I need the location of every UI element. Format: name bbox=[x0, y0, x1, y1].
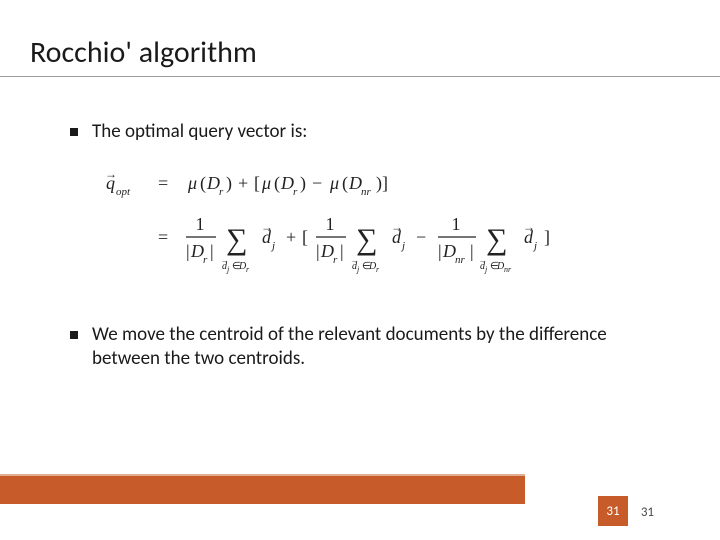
bullet-marker-icon bbox=[70, 331, 78, 339]
svg-text:nr: nr bbox=[455, 254, 466, 266]
svg-text:μ: μ bbox=[329, 173, 339, 193]
svg-text:r: r bbox=[203, 254, 208, 266]
footer-accent-bar bbox=[0, 476, 525, 504]
svg-text:→: → bbox=[391, 220, 403, 234]
svg-text:r: r bbox=[293, 186, 298, 198]
svg-text:→: → bbox=[261, 220, 273, 234]
slide-title: Rocchio' algorithm bbox=[30, 34, 257, 71]
svg-text:1: 1 bbox=[196, 214, 205, 234]
svg-text:μ: μ bbox=[261, 173, 271, 193]
svg-text:μ: μ bbox=[187, 173, 197, 193]
svg-text:D: D bbox=[280, 173, 294, 193]
title-underline bbox=[0, 76, 720, 77]
svg-text:|: | bbox=[186, 241, 190, 261]
svg-text:j: j bbox=[356, 265, 360, 274]
bullet-item: We move the centroid of the relevant doc… bbox=[70, 323, 660, 372]
svg-text:→: → bbox=[105, 167, 117, 181]
equation-block: q → opt = μ ( D r ) + [ μ ( D r ) − bbox=[96, 163, 660, 283]
svg-text:): ) bbox=[300, 173, 306, 194]
svg-text:r: r bbox=[333, 254, 338, 266]
svg-text:1: 1 bbox=[326, 214, 335, 234]
page-number: 31 bbox=[641, 505, 654, 520]
svg-text:−: − bbox=[416, 227, 426, 247]
svg-text:r: r bbox=[219, 186, 224, 198]
svg-text:D: D bbox=[348, 173, 362, 193]
svg-text:|: | bbox=[316, 241, 320, 261]
svg-text:→: → bbox=[523, 220, 535, 234]
svg-text:j: j bbox=[484, 265, 488, 274]
svg-text:(: ( bbox=[200, 173, 206, 194]
svg-text:D: D bbox=[190, 241, 204, 261]
svg-text:=: = bbox=[158, 173, 168, 193]
svg-text:D: D bbox=[206, 173, 220, 193]
svg-text:+: + bbox=[238, 173, 248, 193]
svg-text:→: → bbox=[221, 256, 229, 265]
svg-text:[: [ bbox=[302, 227, 308, 247]
bullet-text: The optimal query vector is: bbox=[92, 120, 660, 145]
svg-text:r: r bbox=[376, 265, 380, 274]
svg-text:D: D bbox=[442, 241, 456, 261]
svg-text:→: → bbox=[351, 256, 359, 265]
svg-text:j: j bbox=[226, 265, 230, 274]
equation-svg: q → opt = μ ( D r ) + [ μ ( D r ) − bbox=[96, 163, 636, 283]
slide: Rocchio' algorithm The optimal query vec… bbox=[0, 0, 720, 540]
bullet-item: The optimal query vector is: bbox=[70, 120, 660, 145]
svg-text:)]: )] bbox=[376, 173, 388, 194]
svg-text:1: 1 bbox=[452, 214, 461, 234]
page-number-box: 31 bbox=[598, 496, 628, 526]
bullet-marker-icon bbox=[70, 128, 78, 136]
svg-text:r: r bbox=[246, 265, 250, 274]
svg-text:opt: opt bbox=[116, 186, 131, 198]
svg-text:=: = bbox=[158, 227, 168, 247]
svg-text:[: [ bbox=[254, 173, 260, 193]
svg-text:]: ] bbox=[544, 227, 550, 247]
svg-text:(: ( bbox=[342, 173, 348, 194]
svg-text:|: | bbox=[340, 241, 344, 261]
svg-text:→: → bbox=[479, 256, 487, 265]
svg-text:|: | bbox=[438, 241, 442, 261]
svg-text:+: + bbox=[286, 227, 296, 247]
svg-text:∑: ∑ bbox=[356, 223, 377, 256]
svg-text:nr: nr bbox=[504, 265, 512, 274]
svg-text:∑: ∑ bbox=[486, 223, 507, 256]
svg-text:D: D bbox=[320, 241, 334, 261]
svg-text:−: − bbox=[312, 173, 322, 193]
svg-text:|: | bbox=[210, 241, 214, 261]
slide-content: The optimal query vector is: q → opt = μ… bbox=[70, 120, 660, 390]
svg-text:): ) bbox=[226, 173, 232, 194]
svg-text:|: | bbox=[470, 241, 474, 261]
svg-text:(: ( bbox=[274, 173, 280, 194]
svg-text:∑: ∑ bbox=[226, 223, 247, 256]
svg-text:nr: nr bbox=[361, 186, 372, 198]
bullet-text: We move the centroid of the relevant doc… bbox=[92, 323, 660, 372]
